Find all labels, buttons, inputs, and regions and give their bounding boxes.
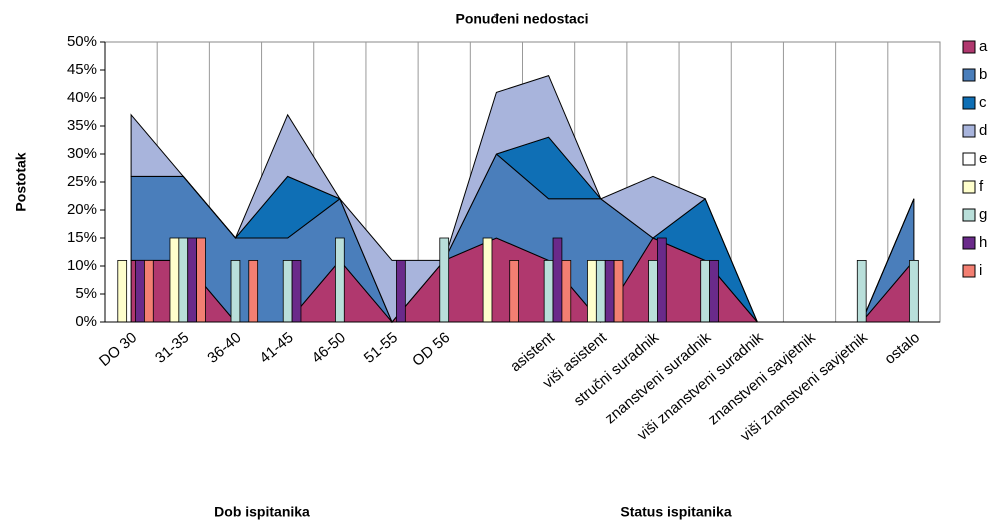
y-tick-label: 35% [67,117,97,134]
bar [482,237,493,323]
legend-label: b [979,66,987,83]
bar [396,259,406,323]
bar [700,259,710,323]
legend-label: i [979,262,982,279]
bar [144,259,154,323]
y-tick-label: 0% [75,313,97,330]
bar [230,259,241,323]
y-tick-label: 5% [75,285,97,302]
legend-label: a [979,38,988,55]
legend-swatch [962,68,976,82]
bar [282,259,293,323]
bar [196,237,206,323]
legend-swatch [962,40,976,54]
legend-swatch [962,180,976,194]
y-tick-label: 40% [67,89,97,106]
bar [657,237,667,323]
bar [509,259,519,323]
legend-swatch [962,236,976,250]
y-axis-label: Postotak [13,152,29,211]
bar [709,259,719,323]
bar [552,237,563,323]
legend-swatch [962,264,976,278]
group-label: Dob ispitanika [214,504,310,520]
legend-swatch [962,152,976,166]
bar [291,259,302,323]
bar [117,259,128,323]
legend-swatch [962,124,976,138]
legend-label: h [979,234,987,251]
y-tick-label: 50% [67,33,97,50]
bar [335,237,345,323]
x-tick-label: DO 30 [96,329,140,370]
x-tick-label: asistent [507,329,558,376]
x-tick-label: 31-35 [152,329,192,367]
legend-label: g [979,206,987,223]
bar [248,259,259,323]
bar [187,237,197,323]
legend-label: f [979,178,984,195]
bar [856,259,867,323]
bar [543,259,554,323]
chart-title: Ponuđeni nedostaci [455,11,588,27]
bar [135,259,145,323]
x-tick-label: 51-55 [361,329,401,367]
bar [648,259,658,323]
legend-swatch [962,96,976,110]
legend-label: e [979,150,987,167]
bar [613,259,624,323]
bar [587,259,597,323]
y-tick-label: 10% [67,257,97,274]
group-label: Status ispitanika [620,504,731,520]
legend-label: d [979,122,987,139]
bar [909,259,919,323]
x-tick-label: ostalo [881,329,923,368]
bar [439,237,450,323]
y-tick-label: 25% [67,173,97,190]
bar [169,237,180,323]
bar [561,259,572,323]
y-tick-label: 30% [67,145,97,162]
bar [178,237,189,323]
x-tick-label: OD 56 [409,329,453,370]
y-tick-label: 15% [67,229,97,246]
legend-label: c [979,94,987,111]
y-tick-label: 45% [67,61,97,78]
legend-swatch [962,208,976,222]
y-tick-label: 20% [67,201,97,218]
bar [604,259,615,323]
x-tick-label: 46-50 [309,329,349,367]
bar [595,259,606,323]
x-tick-label: 41-45 [256,329,296,367]
x-tick-label: 36-40 [204,329,244,367]
